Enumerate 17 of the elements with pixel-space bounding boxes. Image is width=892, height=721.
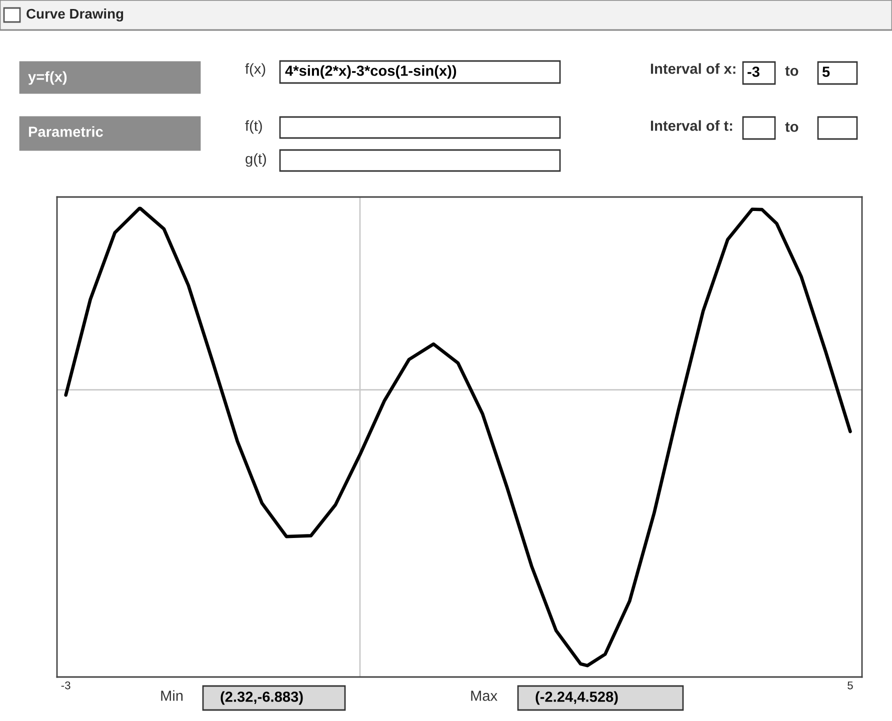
text: to: [785, 122, 798, 132]
text: Min: [161, 690, 183, 701]
text: (2.32,-6.883): [220, 691, 303, 705]
chart-title: Curve Drawing: [26, 8, 124, 22]
text: Interval of x:: [650, 63, 736, 74]
text: Interval of t:: [650, 120, 732, 131]
text: (-2.24,4.528): [536, 691, 618, 705]
text: g(t): [246, 153, 266, 167]
text: 4*sin(2*x)-3*cos(1-sin(x)): [285, 65, 456, 79]
text: Parametric: [28, 126, 103, 137]
text: f(x): [245, 63, 266, 77]
text: f(t): [245, 120, 262, 134]
text: to: [785, 66, 798, 76]
text: -3: [748, 66, 760, 77]
text: y=f(x): [28, 71, 67, 85]
text: Max: [471, 690, 498, 701]
text: 5: [822, 66, 830, 77]
